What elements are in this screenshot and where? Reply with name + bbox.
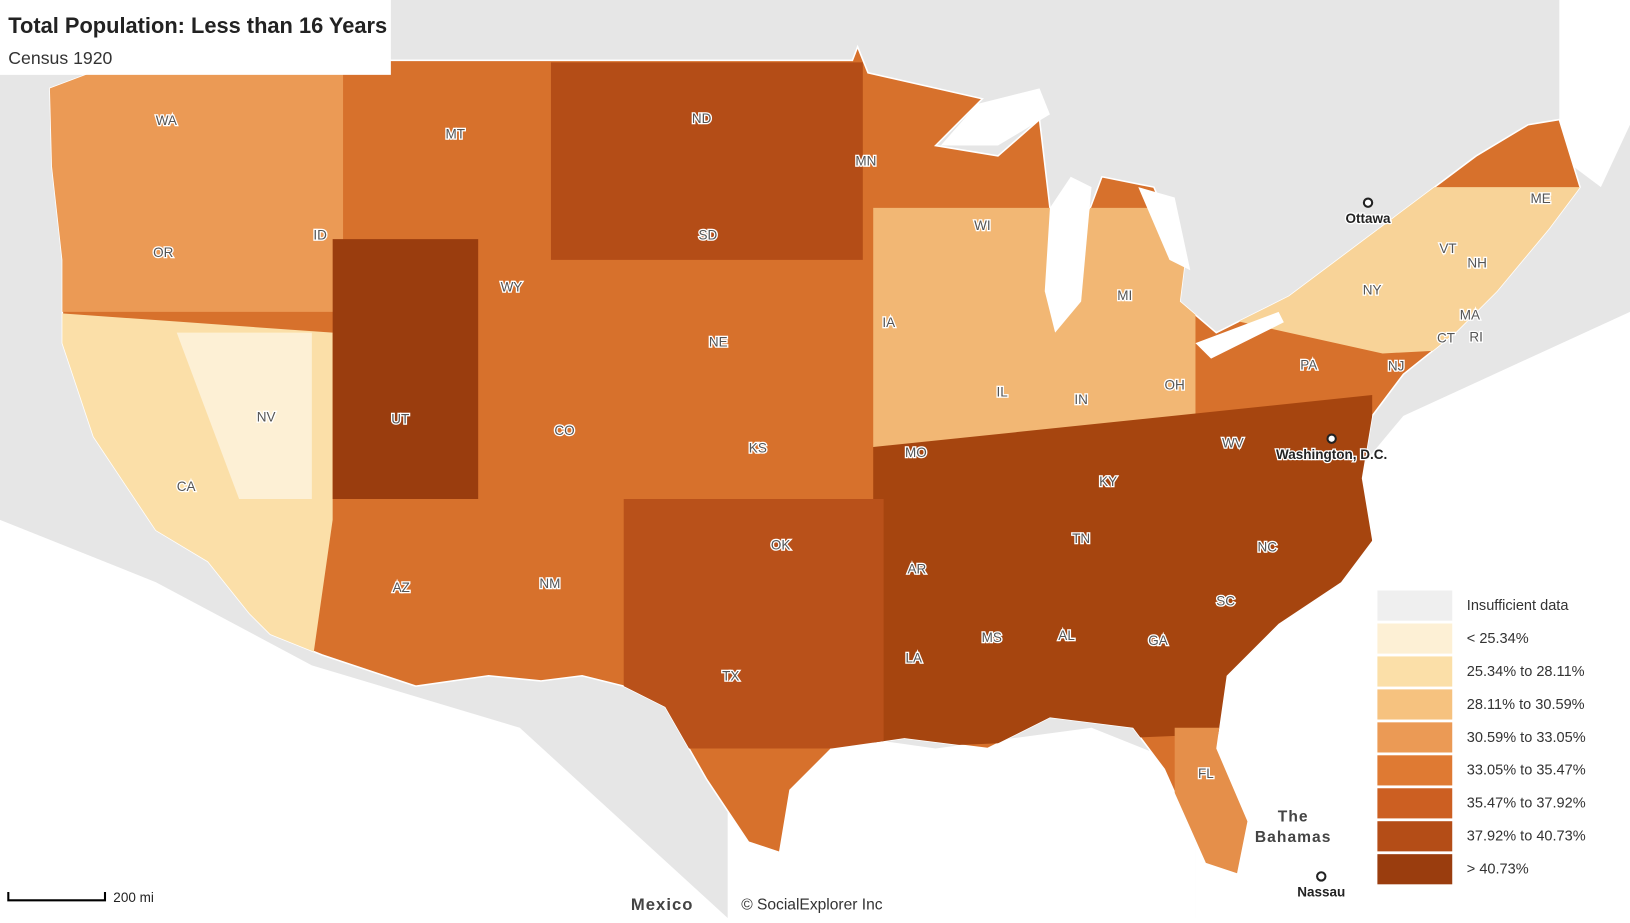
subtitle: Census 1920 xyxy=(8,48,112,68)
labels: WA MT ND MN OR ID WY SD WI MI ME VT NH NY MA CT RI NV UT CO… xyxy=(152,110,1630,901)
legend-label: Insufficient data xyxy=(1467,598,1570,614)
state-label: MT xyxy=(446,127,465,142)
state-label: AL xyxy=(1058,628,1075,643)
state-label: WV xyxy=(1222,435,1244,450)
legend-label: > 40.73% xyxy=(1467,862,1529,878)
state-label: LA xyxy=(905,651,922,666)
state-label: OK xyxy=(771,537,791,552)
state-label: TX xyxy=(722,668,739,683)
state-label: IA xyxy=(882,315,895,330)
legend-label: 30.59% to 33.05% xyxy=(1467,730,1586,746)
legend-label: 28.11% to 30.59% xyxy=(1467,697,1585,713)
state-label: NE xyxy=(709,335,728,350)
legend-swatch xyxy=(1377,590,1453,621)
legend-swatch xyxy=(1377,623,1453,654)
legend-label: < 25.34% xyxy=(1467,631,1529,647)
state-label: ND xyxy=(692,111,712,126)
state-label: IN xyxy=(1074,392,1087,407)
city-label: Nassau xyxy=(1297,885,1345,900)
gulf xyxy=(727,727,1196,918)
state-label: MI xyxy=(1117,288,1132,303)
legend-swatch xyxy=(1377,689,1453,720)
state-label: NC xyxy=(1257,539,1277,554)
legend-swatch xyxy=(1377,821,1453,852)
scale-label: 200 mi xyxy=(113,890,154,905)
city-label: Ottawa xyxy=(1346,211,1391,226)
state-label: NV xyxy=(257,409,276,424)
state-label: KY xyxy=(1099,474,1117,489)
credit: © SocialExplorer Inc xyxy=(741,897,883,914)
lake-michigan xyxy=(1044,176,1092,333)
legend-swatch xyxy=(1377,788,1453,819)
state-label: IL xyxy=(996,385,1008,400)
state-label: NY xyxy=(1363,283,1382,298)
region-midwest xyxy=(873,207,1196,448)
state-label: ID xyxy=(313,228,327,243)
state-label: UT xyxy=(391,412,409,427)
title: Total Population: Less than 16 Years xyxy=(8,13,387,38)
state-label: MN xyxy=(855,154,876,169)
state-label: WA xyxy=(156,113,177,128)
state-label: KS xyxy=(749,441,767,456)
state-label: CT xyxy=(1437,330,1455,345)
legend-label: 35.47% to 37.92% xyxy=(1467,796,1586,812)
legend-label: 37.92% to 40.73% xyxy=(1467,829,1586,845)
region-dakotas xyxy=(550,62,863,260)
state-label: FL xyxy=(1198,766,1214,781)
region-texas xyxy=(623,499,884,749)
place-label: Bahamas xyxy=(1255,829,1332,846)
legend-swatch xyxy=(1377,656,1453,687)
state-label: NJ xyxy=(1388,359,1404,374)
legend-swatch xyxy=(1377,722,1453,753)
lake-superior xyxy=(940,88,1050,146)
state-label: CA xyxy=(177,479,196,494)
state-label: SD xyxy=(699,228,718,243)
state-label: ME xyxy=(1530,191,1550,206)
region-utah xyxy=(332,239,479,500)
state-label: NH xyxy=(1467,256,1486,271)
city-dot xyxy=(1362,197,1374,208)
state-label: WY xyxy=(501,280,523,295)
city-label: Washington, D.C. xyxy=(1276,447,1387,462)
legend-swatch xyxy=(1377,755,1453,786)
state-label: MA xyxy=(1460,308,1480,323)
state-label: PA xyxy=(1300,358,1317,373)
city-dot xyxy=(1326,433,1337,444)
scale-bar xyxy=(7,892,107,902)
state-label: NM xyxy=(539,576,560,591)
state-label: MS xyxy=(982,630,1002,645)
lake-erie xyxy=(1195,311,1284,359)
legend-label: 33.05% to 35.47% xyxy=(1467,763,1586,779)
region-nevada xyxy=(176,332,312,500)
state-label: VT xyxy=(1439,241,1456,256)
place-label: The xyxy=(1278,808,1309,825)
legend-swatch xyxy=(1377,854,1453,885)
state-label: MO xyxy=(905,445,927,460)
pacific xyxy=(0,519,728,918)
state-label: SC xyxy=(1216,594,1235,609)
state-label: AZ xyxy=(393,580,410,595)
country-label: Mexico xyxy=(631,895,694,914)
city-dot xyxy=(1316,871,1327,882)
state-label: OH xyxy=(1165,377,1185,392)
state-label: WI xyxy=(974,218,990,233)
state-label: GA xyxy=(1148,633,1168,648)
state-label: CO xyxy=(554,423,574,438)
state-label: TN xyxy=(1072,531,1090,546)
region-northwest xyxy=(49,62,344,312)
choropleth xyxy=(49,62,1581,874)
legend-label: 25.34% to 28.11% xyxy=(1467,664,1585,680)
state-label: AR xyxy=(907,561,926,576)
ocean-ne xyxy=(1559,0,1630,188)
lake-huron xyxy=(1138,187,1191,271)
state-label: OR xyxy=(153,245,173,260)
state-label: RI xyxy=(1469,329,1482,344)
title-box xyxy=(0,0,391,75)
